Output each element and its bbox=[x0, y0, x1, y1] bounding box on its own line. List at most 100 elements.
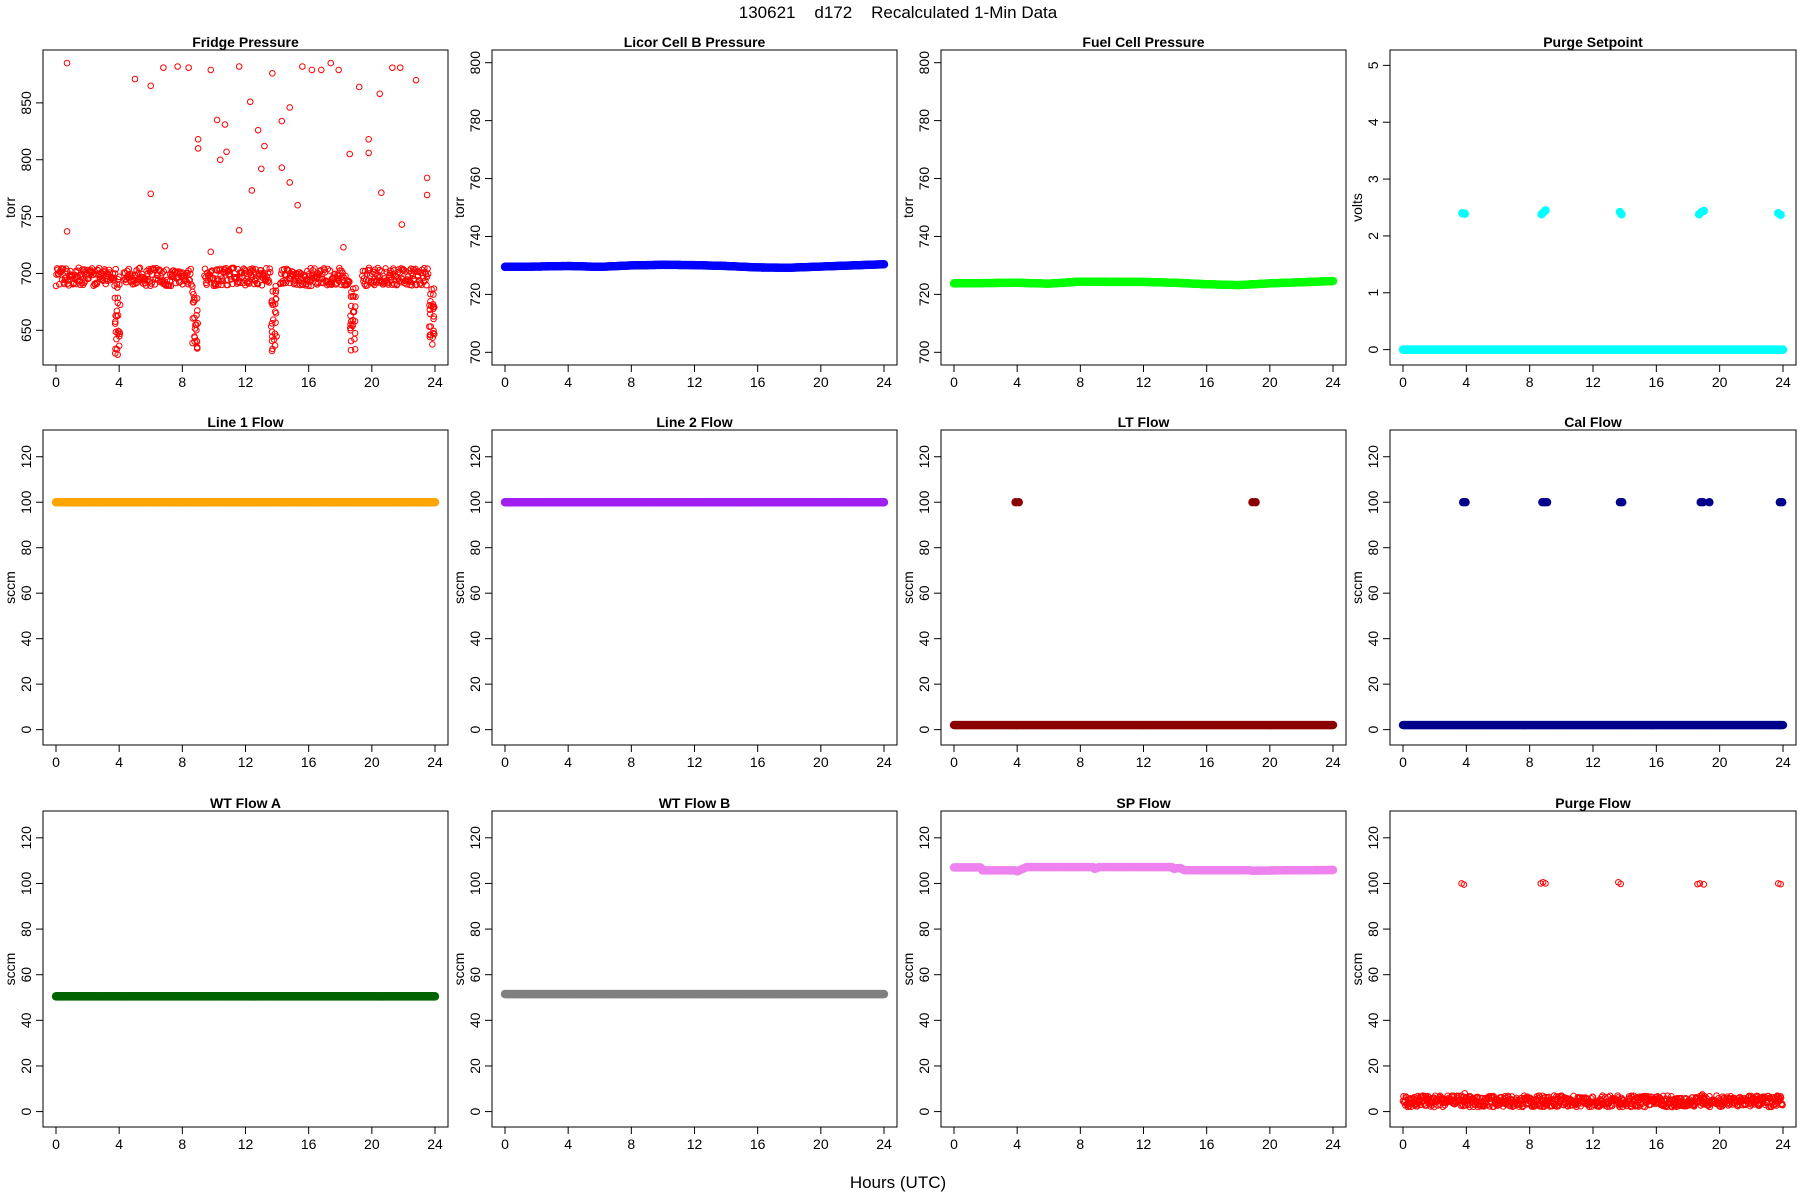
data-point bbox=[147, 190, 155, 198]
dip-point bbox=[112, 328, 120, 336]
dip-point bbox=[269, 333, 276, 340]
dip-point bbox=[429, 341, 436, 348]
y-tick-label: 850 bbox=[18, 91, 34, 115]
dip-point bbox=[267, 323, 275, 330]
data-point bbox=[278, 117, 286, 125]
data-point bbox=[207, 66, 215, 74]
series-mark bbox=[266, 265, 273, 272]
series-mark bbox=[417, 280, 424, 287]
series-mark bbox=[187, 265, 195, 273]
data-point bbox=[216, 156, 224, 164]
y-axis-label: torr bbox=[900, 197, 916, 218]
data-point bbox=[1460, 209, 1469, 218]
dip-point bbox=[193, 343, 201, 351]
y-tick-label: 80 bbox=[1365, 540, 1381, 556]
x-tick-label: 8 bbox=[627, 374, 635, 390]
series-mark bbox=[408, 281, 416, 289]
data-point bbox=[161, 242, 169, 250]
series-mark bbox=[1328, 720, 1338, 730]
data-point bbox=[223, 148, 230, 156]
dip-point bbox=[272, 282, 280, 290]
series-mark bbox=[879, 498, 889, 507]
series-mark bbox=[240, 265, 247, 272]
y-tick-label: 800 bbox=[467, 51, 483, 75]
y-tick-label: 800 bbox=[18, 148, 34, 172]
dip-point bbox=[189, 288, 196, 296]
series-mark bbox=[227, 272, 234, 280]
x-tick-label: 16 bbox=[750, 754, 766, 770]
data-point bbox=[355, 83, 363, 91]
x-tick-label: 16 bbox=[1649, 754, 1665, 770]
data-point bbox=[1541, 206, 1550, 215]
series-mark bbox=[136, 264, 144, 272]
data-point bbox=[335, 66, 342, 74]
data-point bbox=[376, 90, 384, 98]
series-mark bbox=[282, 279, 290, 287]
plot-frame bbox=[42, 429, 449, 746]
y-tick-label: 120 bbox=[18, 445, 34, 469]
series-mark bbox=[422, 277, 429, 284]
y-tick-label: 80 bbox=[916, 540, 932, 556]
dip-point bbox=[116, 332, 123, 340]
panel-title: Licor Cell B Pressure bbox=[624, 34, 766, 50]
x-tick-label: 16 bbox=[1199, 374, 1215, 390]
y-tick-label: 4 bbox=[1365, 118, 1381, 126]
dip-point bbox=[426, 310, 434, 318]
y-tick-label: 0 bbox=[916, 726, 932, 734]
dip-point bbox=[347, 302, 355, 310]
dip-point bbox=[268, 297, 276, 305]
x-tick-label: 24 bbox=[1325, 374, 1341, 390]
y-tick-label: 800 bbox=[916, 51, 932, 75]
series-mark bbox=[132, 279, 140, 287]
series-mark bbox=[286, 279, 293, 287]
x-tick-label: 0 bbox=[52, 754, 60, 770]
y-tick-label: 700 bbox=[467, 340, 483, 364]
x-tick-label: 8 bbox=[178, 374, 186, 390]
panel-title: Cal Flow bbox=[1564, 414, 1622, 430]
y-tick-label: 740 bbox=[916, 225, 932, 249]
dip-point bbox=[348, 288, 355, 296]
series-mark bbox=[158, 269, 166, 277]
series-mark bbox=[229, 280, 236, 288]
data-point bbox=[248, 187, 256, 194]
series-mark bbox=[77, 281, 84, 289]
x-tick-label: 24 bbox=[1325, 754, 1341, 770]
panel-title: Fuel Cell Pressure bbox=[1082, 34, 1204, 50]
series-mark bbox=[340, 274, 348, 281]
dip-point bbox=[347, 337, 355, 345]
x-tick-label: 12 bbox=[238, 754, 254, 770]
series-mark bbox=[85, 275, 92, 282]
dip-point bbox=[430, 315, 437, 323]
dip-point bbox=[268, 337, 276, 345]
series-mark bbox=[52, 282, 60, 290]
y-tick-label: 760 bbox=[467, 167, 483, 191]
series-mark bbox=[333, 279, 341, 287]
x-tick-label: 16 bbox=[1199, 754, 1215, 770]
dip-point bbox=[272, 295, 280, 303]
x-tick-label: 12 bbox=[687, 754, 703, 770]
y-tick-label: 120 bbox=[916, 445, 932, 469]
dip-point bbox=[191, 334, 198, 341]
y-tick-label: 60 bbox=[916, 585, 932, 601]
y-tick-label: 0 bbox=[1365, 346, 1381, 354]
y-tick-label: 80 bbox=[18, 540, 34, 556]
data-point bbox=[1699, 206, 1709, 216]
y-tick-label: 120 bbox=[467, 445, 483, 469]
series-mark bbox=[250, 280, 258, 288]
dip-point bbox=[112, 318, 119, 325]
y-axis-label: torr bbox=[451, 197, 467, 218]
dip-point bbox=[430, 303, 437, 311]
series-mark bbox=[263, 273, 271, 281]
x-tick-label: 12 bbox=[1585, 754, 1601, 770]
series-mark bbox=[359, 267, 367, 275]
series-mark bbox=[326, 267, 334, 274]
y-tick-label: 100 bbox=[467, 490, 483, 514]
x-tick-label: 16 bbox=[1649, 374, 1665, 390]
y-axis-label: sccm bbox=[900, 571, 916, 604]
series-mark bbox=[265, 279, 273, 286]
x-tick-label: 24 bbox=[876, 374, 892, 390]
data-point bbox=[1014, 498, 1023, 507]
